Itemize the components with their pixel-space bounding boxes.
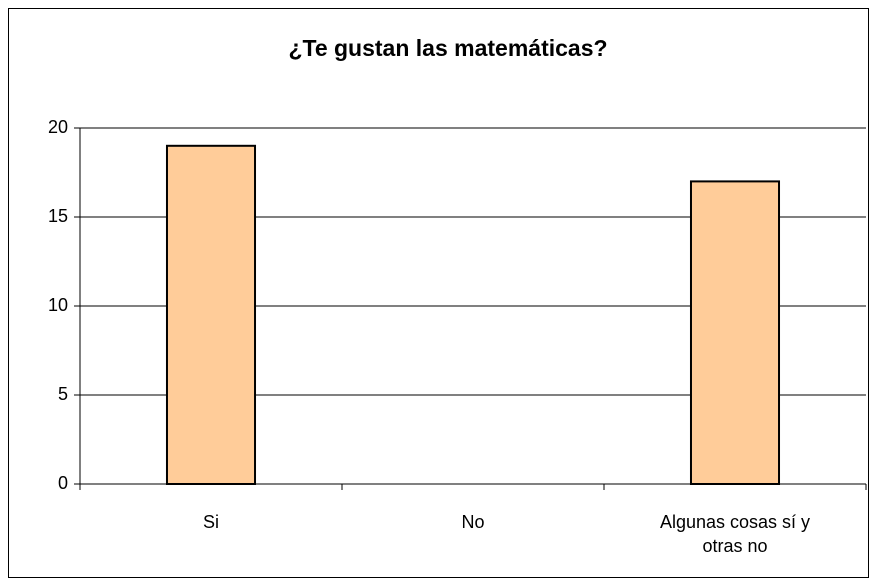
bar [165, 144, 257, 486]
y-tick-label: 10 [48, 295, 68, 315]
bar [689, 180, 781, 485]
y-tick-label: 15 [48, 206, 68, 226]
y-tick-label: 5 [58, 384, 68, 404]
y-tick-label: 0 [58, 473, 68, 493]
chart-title: ¿Te gustan las matemáticas? [288, 35, 607, 61]
y-tick-label: 20 [48, 117, 68, 137]
x-tick-label: No [461, 512, 485, 532]
x-tick-label: Algunas cosas sí y otras no [659, 512, 811, 556]
x-tick-label: Si [202, 512, 219, 532]
